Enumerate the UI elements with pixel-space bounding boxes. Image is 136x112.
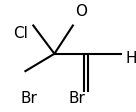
Text: HO: HO	[125, 51, 136, 66]
Text: Br: Br	[68, 91, 85, 106]
Text: Br: Br	[20, 91, 37, 106]
Text: Cl: Cl	[14, 26, 28, 41]
Text: O: O	[76, 4, 88, 19]
